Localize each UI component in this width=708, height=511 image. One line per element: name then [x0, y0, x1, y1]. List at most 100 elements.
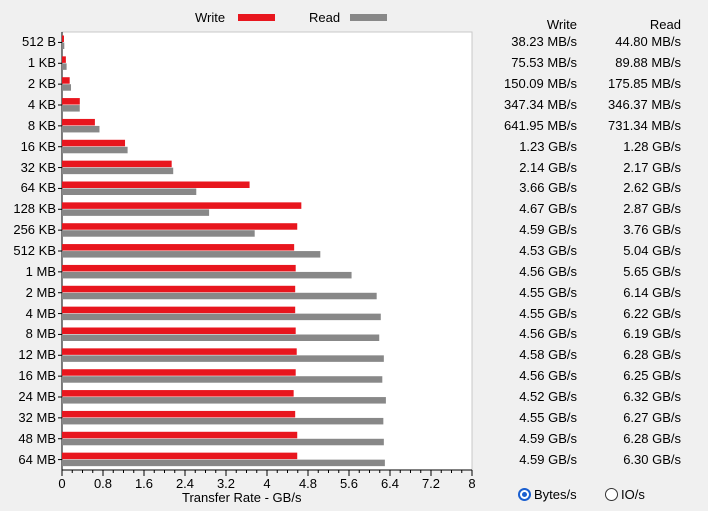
write-bar	[62, 244, 295, 251]
read-bar	[62, 188, 197, 195]
block-size-label: 256 KB	[13, 222, 56, 237]
read-rate-value: 5.65 GB/s	[623, 264, 681, 279]
block-size-label: 2 KB	[27, 76, 56, 91]
write-bar	[62, 369, 296, 376]
write-bar	[62, 264, 296, 272]
read-bar	[62, 376, 383, 383]
write-rate-value: 4.53 GB/s	[519, 243, 577, 258]
read-rate-value: 6.14 GB/s	[623, 285, 681, 300]
write-bar	[62, 285, 296, 293]
read-column-header: Read	[649, 17, 681, 32]
block-size-label: 1 MB	[25, 264, 56, 279]
read-bar	[62, 42, 65, 49]
block-size-label: 8 MB	[25, 326, 56, 341]
write-rate-value: 4.59 GB/s	[519, 452, 577, 467]
read-bar	[62, 84, 72, 91]
write-bar	[62, 431, 298, 439]
write-bar	[62, 202, 302, 209]
write-rate-value: 4.59 GB/s	[519, 431, 577, 446]
read-rate-value: 175.85 MB/s	[608, 76, 681, 91]
read-bar	[62, 355, 384, 362]
block-size-label: 32 KB	[20, 160, 56, 175]
read-bar	[62, 417, 384, 425]
write-rate-value: 4.52 GB/s	[519, 389, 577, 404]
write-rate-value: 347.34 MB/s	[504, 97, 577, 112]
write-rate-value: 150.09 MB/s	[504, 76, 577, 91]
block-size-label: 2 MB	[25, 285, 56, 300]
read-rate-value: 89.88 MB/s	[615, 55, 681, 70]
read-rate-value: 5.04 GB/s	[623, 243, 681, 258]
read-rate-value: 6.25 GB/s	[623, 368, 681, 383]
read-bar	[62, 397, 386, 404]
read-rate-value: 6.19 GB/s	[623, 326, 681, 341]
read-rate-value: 6.32 GB/s	[623, 389, 681, 404]
legend-read-label: Read	[309, 10, 341, 25]
write-bar	[62, 118, 95, 126]
block-size-label: 12 MB	[18, 347, 56, 362]
read-bar	[62, 313, 381, 321]
block-size-label: 128 KB	[13, 201, 56, 216]
write-rate-value: 3.66 GB/s	[519, 180, 577, 195]
block-size-label: 48 MB	[18, 431, 56, 446]
read-bar	[62, 105, 80, 112]
block-size-label: 512 B	[22, 34, 56, 49]
radio-unselected-icon	[605, 488, 618, 501]
legend-write-swatch	[238, 14, 275, 21]
write-bar	[62, 410, 296, 418]
read-bar	[62, 167, 174, 175]
read-rate-value: 6.27 GB/s	[623, 410, 681, 425]
read-bar	[62, 63, 67, 70]
x-tick-label: 5.6	[340, 476, 358, 491]
bytes-per-second-label: Bytes/s	[534, 487, 577, 502]
write-bar	[62, 56, 66, 63]
read-bar	[62, 438, 384, 446]
read-rate-value: 346.37 MB/s	[608, 97, 681, 112]
read-bar	[62, 334, 380, 341]
read-bar	[62, 146, 128, 154]
x-tick-label: 0	[58, 476, 65, 491]
x-tick-label: 0.8	[94, 476, 112, 491]
block-size-label: 64 KB	[20, 180, 56, 195]
x-axis-label: Transfer Rate - GB/s	[182, 490, 302, 505]
write-rate-value: 4.55 GB/s	[519, 306, 577, 321]
x-tick-label: 2.4	[176, 476, 194, 491]
read-rate-value: 6.28 GB/s	[623, 347, 681, 362]
write-rate-value: 2.14 GB/s	[519, 160, 577, 175]
io-per-second-radio[interactable]: IO/s	[605, 487, 645, 502]
io-per-second-label: IO/s	[621, 487, 645, 502]
write-bar	[62, 306, 296, 314]
write-bar	[62, 35, 64, 42]
block-size-label: 16 KB	[20, 139, 56, 154]
read-rate-value: 2.87 GB/s	[623, 201, 681, 216]
write-bar	[62, 327, 296, 334]
write-bar	[62, 160, 172, 168]
block-size-label: 32 MB	[18, 410, 56, 425]
x-tick-label: 3.2	[217, 476, 235, 491]
write-rate-value: 4.55 GB/s	[519, 285, 577, 300]
read-bar	[62, 209, 210, 216]
read-rate-value: 44.80 MB/s	[615, 34, 681, 49]
radio-selected-icon	[518, 488, 531, 501]
write-bar	[62, 452, 298, 460]
write-column-header: Write	[546, 17, 577, 32]
read-bar	[62, 230, 255, 237]
write-rate-value: 4.58 GB/s	[519, 347, 577, 362]
x-tick-label: 7.2	[422, 476, 440, 491]
write-rate-value: 4.56 GB/s	[519, 264, 577, 279]
read-bar	[62, 271, 352, 279]
read-rate-value: 6.30 GB/s	[623, 452, 681, 467]
write-bar	[62, 98, 80, 105]
write-rate-value: 4.67 GB/s	[519, 201, 577, 216]
read-rate-value: 3.76 GB/s	[623, 222, 681, 237]
block-size-label: 64 MB	[18, 452, 56, 467]
write-rate-value: 4.56 GB/s	[519, 326, 577, 341]
block-size-label: 4 MB	[25, 306, 56, 321]
write-rate-value: 4.56 GB/s	[519, 368, 577, 383]
write-rate-value: 641.95 MB/s	[504, 118, 577, 133]
bytes-per-second-radio[interactable]: Bytes/s	[518, 487, 577, 502]
write-rate-value: 38.23 MB/s	[511, 34, 577, 49]
x-tick-label: 6.4	[381, 476, 399, 491]
x-tick-label: 4	[263, 476, 270, 491]
block-size-label: 24 MB	[18, 389, 56, 404]
